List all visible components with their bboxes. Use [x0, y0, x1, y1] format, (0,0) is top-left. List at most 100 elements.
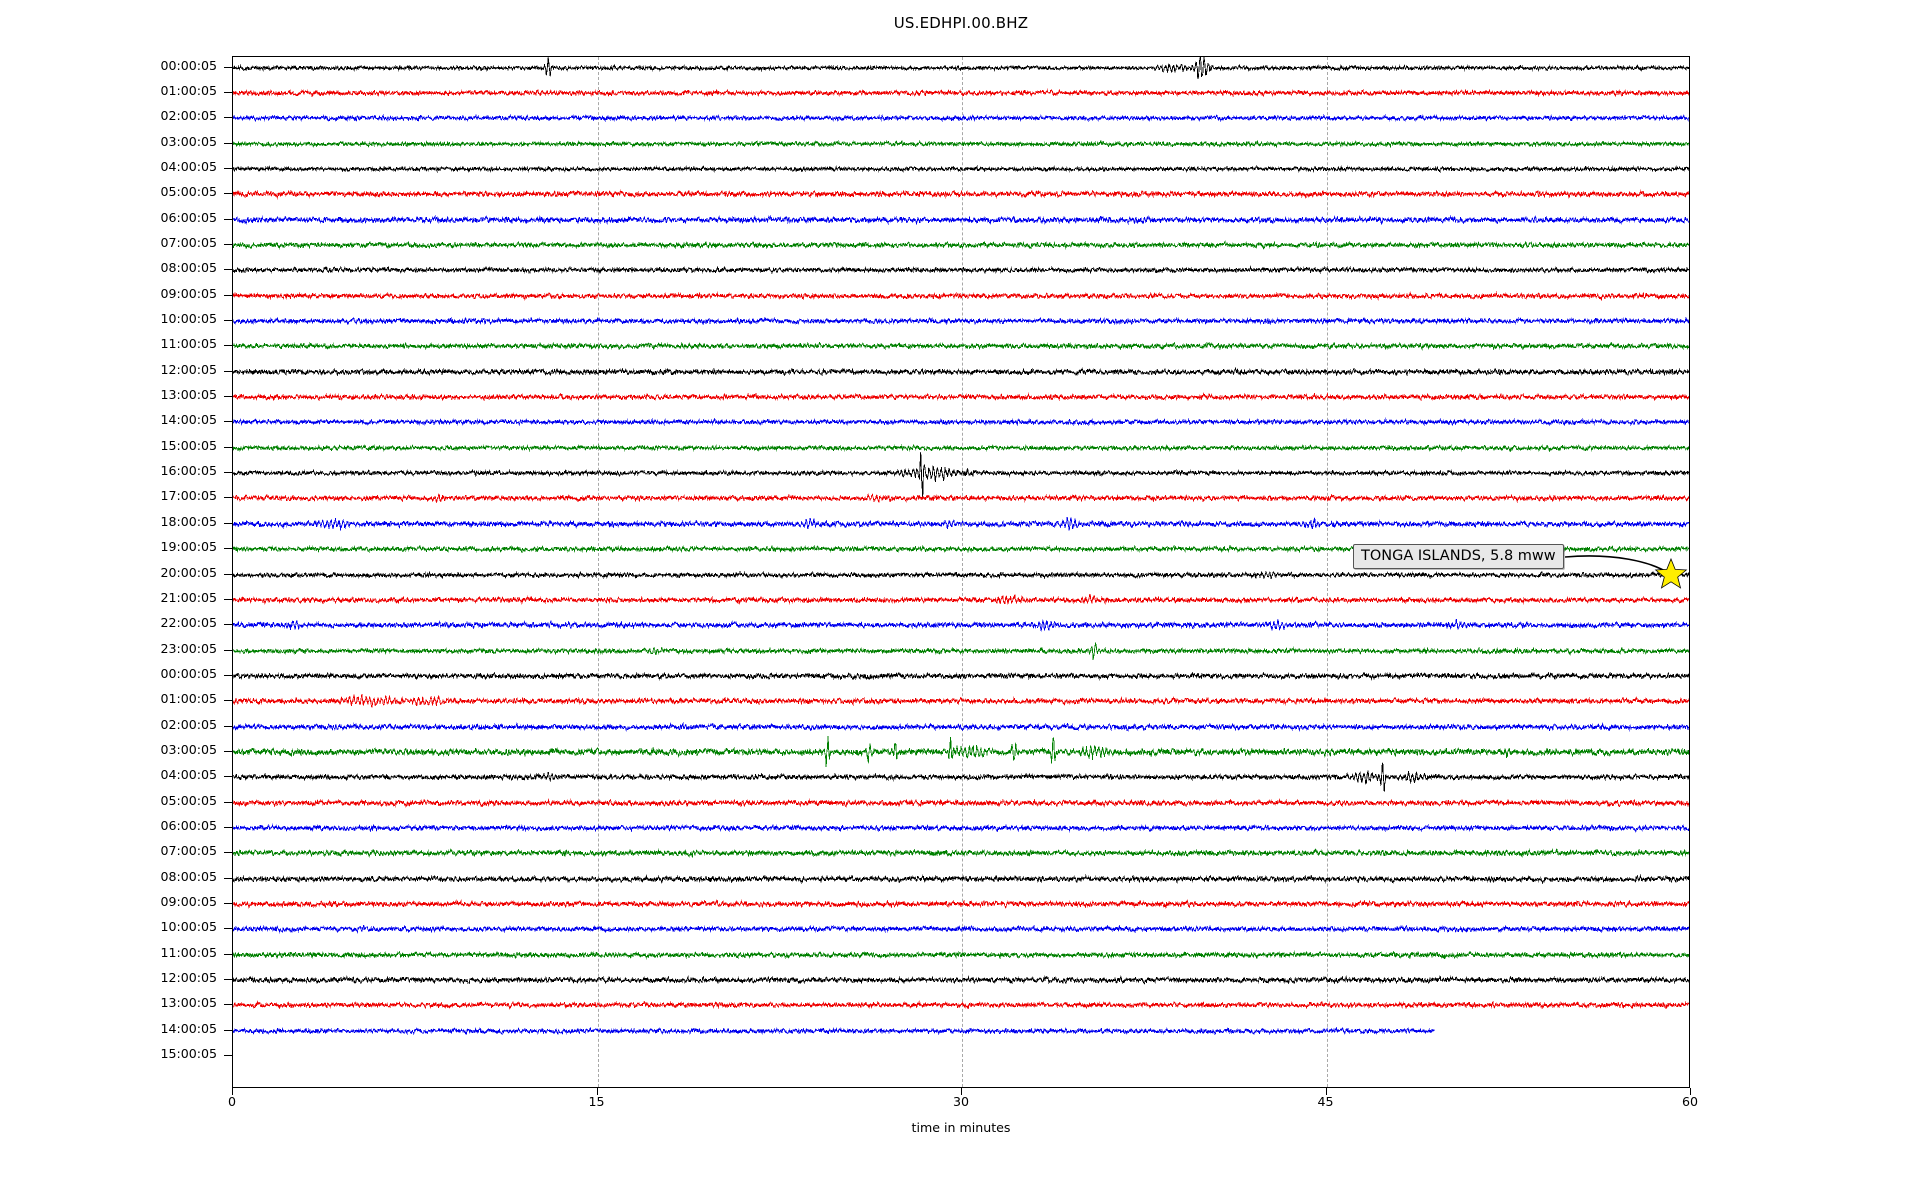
seismogram-trace — [233, 139, 1689, 148]
y-tick-mark — [224, 1055, 232, 1057]
seismogram-trace — [233, 1026, 1435, 1036]
y-tick-text: 16:00:05 — [160, 463, 217, 479]
trace-path — [233, 924, 1689, 934]
trace-path — [233, 265, 1689, 275]
y-axis-tick-label: 07:00:05 — [0, 236, 232, 250]
trace-path — [233, 721, 1689, 732]
seismogram-trace — [233, 290, 1689, 301]
y-tick-mark — [224, 928, 232, 930]
trace-path — [233, 418, 1689, 427]
seismogram-trace — [233, 88, 1689, 98]
seismogram-trace — [233, 189, 1689, 200]
x-axis-tick-label: 30 — [952, 1094, 970, 1109]
trace-path — [233, 113, 1689, 123]
y-tick-text: 05:00:05 — [160, 792, 217, 808]
y-tick-mark — [224, 750, 232, 752]
y-tick-text: 14:00:05 — [160, 1020, 217, 1036]
seismogram-trace — [233, 694, 1689, 708]
y-axis-tick-label: 03:00:05 — [0, 133, 232, 149]
trace-path — [233, 694, 1689, 708]
y-tick-mark — [224, 193, 232, 195]
y-tick-mark — [224, 979, 232, 981]
y-tick-mark — [224, 218, 232, 220]
y-axis-tick-label: 00:00:05 — [0, 667, 232, 681]
seismogram-trace — [233, 797, 1689, 808]
y-tick-text: 08:00:05 — [160, 868, 217, 884]
y-axis-tick-label: 11:00:05 — [0, 946, 232, 960]
seismogram-trace — [233, 593, 1689, 605]
seismogram-trace — [233, 641, 1689, 660]
y-axis-tick-label: 15:00:05 — [0, 1048, 232, 1061]
x-axis-tick-label: 45 — [1317, 1094, 1334, 1109]
y-tick-mark — [224, 1029, 232, 1031]
y-tick-mark — [224, 446, 232, 448]
trace-path — [233, 899, 1689, 910]
trace-path — [233, 1000, 1689, 1011]
y-tick-text: 05:00:05 — [160, 184, 217, 200]
gridline — [1326, 57, 1328, 1087]
y-axis-tick-label: 05:00:05 — [0, 792, 232, 808]
y-axis-tick-label: 07:00:05 — [0, 845, 232, 858]
trace-path — [233, 240, 1689, 250]
event-annotation-label[interactable]: TONGA ISLANDS, 5.8 mww — [1353, 544, 1564, 569]
y-tick-mark — [224, 91, 232, 93]
seismogram-trace — [233, 1000, 1689, 1011]
trace-path — [233, 950, 1689, 960]
y-tick-mark — [224, 320, 232, 321]
y-tick-text: 14:00:05 — [160, 412, 217, 428]
y-tick-text: 02:00:05 — [160, 716, 217, 732]
trace-path — [233, 736, 1689, 767]
y-axis-tick-label: 14:00:05 — [0, 1020, 232, 1036]
y-axis-tick-label: 18:00:05 — [0, 515, 232, 529]
y-tick-mark — [224, 497, 232, 499]
earthquake-star-icon[interactable] — [1654, 557, 1688, 591]
y-tick-text: 02:00:05 — [160, 108, 217, 124]
trace-path — [233, 593, 1689, 605]
y-axis-tick-label: 01:00:05 — [0, 693, 232, 706]
y-tick-text: 03:00:05 — [160, 133, 217, 149]
y-tick-mark — [224, 396, 232, 398]
y-axis-tick-label: 10:00:05 — [0, 312, 232, 326]
y-axis-tick-label: 16:00:05 — [0, 463, 232, 479]
y-tick-text: 15:00:05 — [160, 437, 217, 453]
trace-path — [233, 88, 1689, 98]
y-tick-text: 04:00:05 — [160, 158, 217, 174]
x-axis-tick-label: 15 — [588, 1094, 605, 1109]
y-tick-text: 01:00:05 — [160, 691, 217, 707]
trace-path — [233, 975, 1689, 985]
y-tick-mark — [224, 345, 232, 347]
y-axis-tick-label: 08:00:05 — [0, 262, 232, 275]
y-axis-tick-label: 14:00:05 — [0, 414, 232, 427]
plot-area — [232, 56, 1690, 1088]
y-tick-text: 13:00:05 — [160, 995, 217, 1011]
y-tick-text: 23:00:05 — [160, 640, 217, 656]
seismogram-trace — [233, 762, 1689, 792]
trace-path — [233, 316, 1689, 326]
y-axis-tick-label: 04:00:05 — [0, 769, 232, 782]
y-tick-text: 06:00:05 — [160, 209, 217, 225]
y-tick-text: 00:00:05 — [160, 57, 217, 73]
trace-path — [233, 516, 1689, 531]
y-axis-tick-label: 20:00:05 — [0, 566, 232, 580]
y-tick-mark — [224, 472, 232, 474]
y-tick-mark — [224, 117, 232, 119]
y-tick-text: 21:00:05 — [160, 589, 217, 605]
seismogram-trace — [233, 240, 1689, 250]
seismogram-trace — [233, 214, 1689, 226]
trace-path — [233, 762, 1689, 792]
y-axis-tick-label: 21:00:05 — [0, 589, 232, 605]
y-tick-mark — [224, 953, 232, 955]
seismogram-trace — [233, 950, 1689, 960]
y-tick-mark — [224, 243, 232, 245]
y-tick-mark — [224, 801, 232, 803]
seismogram-trace — [233, 316, 1689, 326]
x-tick-mark — [961, 1088, 962, 1095]
seismogram-trace — [233, 975, 1689, 985]
y-axis-tick-label: 03:00:05 — [0, 743, 232, 757]
y-tick-mark — [224, 66, 232, 68]
y-tick-mark — [224, 370, 232, 372]
seismogram-trace — [233, 452, 1689, 499]
y-axis-tick-label: 13:00:05 — [0, 997, 232, 1010]
y-axis-tick-label: 15:00:05 — [0, 437, 232, 453]
trace-path — [233, 214, 1689, 226]
